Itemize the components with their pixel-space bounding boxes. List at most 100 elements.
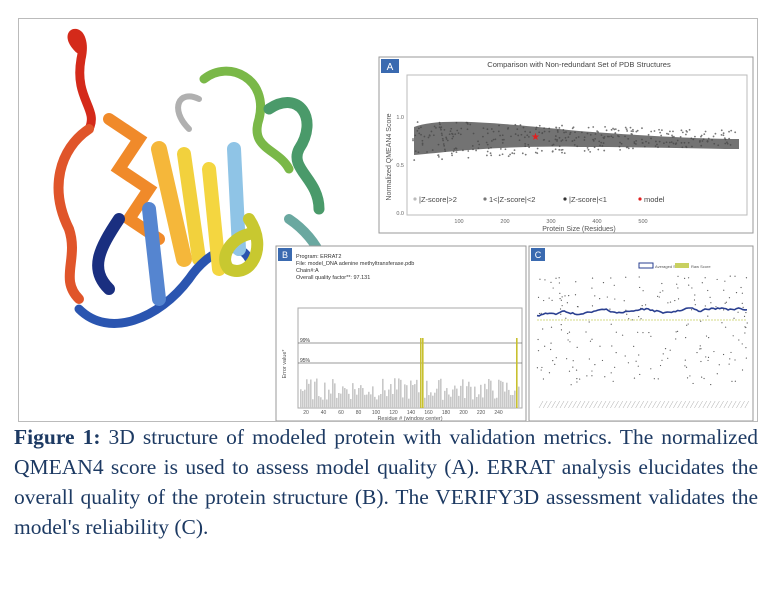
caption-label: Figure 1: xyxy=(14,425,101,449)
raw-dot xyxy=(585,331,587,333)
raw-dot xyxy=(540,369,542,371)
error-bar xyxy=(426,380,428,408)
legend-swatch xyxy=(563,197,567,201)
raw-dot xyxy=(662,290,664,292)
raw-dot xyxy=(555,357,557,359)
scatter-dot xyxy=(629,126,632,129)
x-tick-stub xyxy=(706,400,712,409)
x-tick-stub xyxy=(576,400,582,409)
x-tick-label: 500 xyxy=(638,219,647,225)
raw-dot xyxy=(723,309,725,311)
raw-dot xyxy=(707,289,709,292)
x-tick-stub xyxy=(605,400,611,409)
scatter-dot xyxy=(597,148,600,151)
scatter-dot xyxy=(511,152,514,154)
x-tick-label: 80 xyxy=(356,410,362,416)
error-bar xyxy=(498,379,500,408)
raw-dot xyxy=(722,353,725,356)
raw-dot xyxy=(742,306,744,309)
raw-dot xyxy=(743,315,746,317)
scatter-dot xyxy=(441,158,443,161)
error-bar xyxy=(340,393,342,408)
x-tick-label: 120 xyxy=(389,410,398,416)
x-tick-stub xyxy=(681,400,687,409)
raw-dot xyxy=(559,292,561,294)
raw-dot xyxy=(744,326,746,328)
x-tick-stub xyxy=(710,400,716,409)
x-tick-stub xyxy=(731,400,737,409)
error-bar xyxy=(468,381,470,408)
x-tick-stub xyxy=(660,400,666,409)
x-tick-stub xyxy=(589,400,594,409)
error-bar xyxy=(310,379,312,408)
raw-dot xyxy=(537,338,539,341)
raw-dot xyxy=(628,318,630,320)
scatter-dot xyxy=(688,128,691,131)
error-bar xyxy=(440,378,442,408)
error-bar xyxy=(330,393,332,408)
raw-dot xyxy=(625,309,627,311)
raw-dot xyxy=(685,336,687,339)
error-bar xyxy=(400,379,402,408)
error-bar xyxy=(454,385,456,408)
raw-dot xyxy=(575,369,578,371)
error-bar xyxy=(472,399,474,408)
error-bar xyxy=(370,394,372,408)
error-bar xyxy=(350,398,352,408)
plot-frame xyxy=(406,74,748,216)
raw-dot xyxy=(741,302,743,304)
x-tick-label: 160 xyxy=(424,410,433,416)
panel-a: A Comparison with Non-redundant Set of P… xyxy=(378,56,754,234)
x-tick-label: 300 xyxy=(546,219,555,225)
scatter-dot xyxy=(658,128,660,131)
raw-dot xyxy=(560,299,562,301)
scatter-dot xyxy=(614,128,617,131)
scatter-dot xyxy=(700,134,703,137)
error-bar xyxy=(354,389,356,408)
scatter-dot xyxy=(583,150,586,152)
raw-dot xyxy=(676,283,678,285)
x-tick-stub xyxy=(551,400,556,409)
raw-dot xyxy=(730,351,732,354)
error-bar xyxy=(372,386,374,408)
scatter-dot xyxy=(647,133,650,136)
raw-dot xyxy=(639,373,641,376)
scatter-dot xyxy=(586,146,589,149)
raw-dot xyxy=(716,373,718,375)
raw-dot xyxy=(564,295,566,297)
raw-dot xyxy=(537,296,540,298)
x-tick-stub xyxy=(635,400,640,409)
raw-dot xyxy=(710,302,712,304)
raw-dot xyxy=(669,301,672,303)
panel-label-bg xyxy=(531,248,545,261)
raw-dot xyxy=(675,331,677,333)
figure-canvas: A Comparison with Non-redundant Set of P… xyxy=(53,28,754,422)
raw-dot xyxy=(740,286,742,289)
raw-dot xyxy=(638,354,640,356)
legend-label: Raw Score xyxy=(691,264,711,269)
scatter-dot xyxy=(685,130,688,132)
x-tick-stub xyxy=(601,400,607,409)
raw-dot xyxy=(621,334,624,336)
raw-dot xyxy=(615,331,617,333)
x-tick-stub xyxy=(719,400,724,409)
raw-dot xyxy=(568,331,571,333)
raw-dot xyxy=(724,326,727,328)
raw-dot xyxy=(705,356,707,358)
x-tick-stub xyxy=(559,400,565,409)
x-tick-stub xyxy=(702,400,708,409)
x-tick-stub xyxy=(538,400,544,409)
error-bar xyxy=(358,388,360,408)
raw-dot xyxy=(614,298,616,300)
raw-dot xyxy=(644,304,647,306)
error-bar xyxy=(416,379,418,408)
y-tick-label: 0.5 xyxy=(396,163,404,169)
raw-dot xyxy=(677,287,679,289)
raw-dot xyxy=(734,359,736,361)
raw-dot xyxy=(729,358,731,360)
error-bar xyxy=(378,395,380,408)
raw-dot xyxy=(745,357,747,359)
info-line: File: model_DNA adenine methyltransferas… xyxy=(296,261,414,267)
raw-dot xyxy=(667,302,669,304)
x-tick-stub xyxy=(744,400,750,409)
